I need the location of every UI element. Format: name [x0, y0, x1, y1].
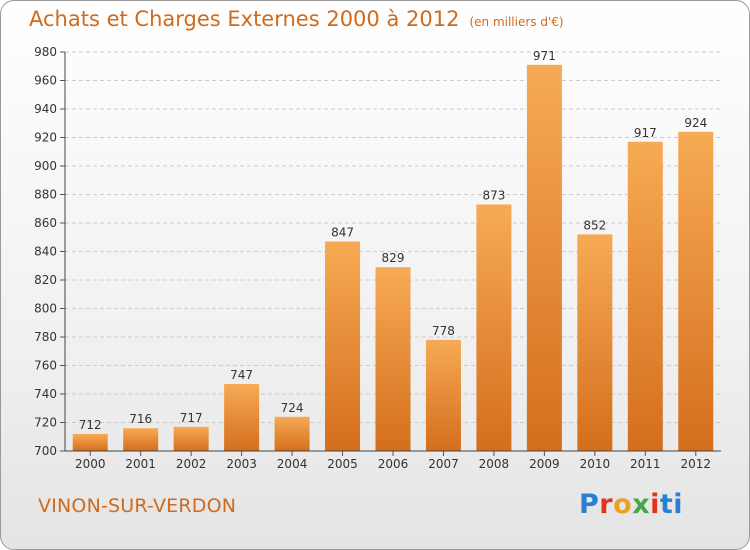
y-tick-label: 800	[34, 302, 57, 316]
value-label: 724	[281, 401, 304, 415]
x-axis-labels: 2000 2001 2002 2003 2004 2005 2006 2007 2008 2009…	[75, 451, 711, 471]
y-tick-label: 860	[34, 216, 57, 230]
logo-letter: i	[650, 489, 660, 520]
bar	[476, 204, 512, 451]
value-label: 747	[230, 368, 253, 382]
bar	[123, 428, 159, 451]
bars	[72, 64, 714, 452]
bar	[425, 339, 461, 451]
y-tick-label: 820	[34, 273, 57, 287]
bar	[526, 64, 562, 451]
x-tick-label: 2006	[378, 457, 409, 471]
x-tick-label: 2000	[75, 457, 106, 471]
y-tick-label: 920	[34, 131, 57, 145]
y-tick-label: 740	[34, 387, 57, 401]
x-tick-label: 2012	[680, 457, 711, 471]
logo-letter: P	[579, 489, 600, 520]
bar	[224, 384, 260, 451]
y-tick-label: 900	[34, 159, 57, 173]
bar	[577, 234, 613, 451]
y-tick-label: 780	[34, 330, 57, 344]
value-label: 829	[382, 251, 405, 265]
value-label: 716	[129, 412, 152, 426]
logo-letter: x	[632, 489, 651, 520]
value-label: 778	[432, 324, 455, 338]
y-tick-label: 760	[34, 359, 57, 373]
value-label: 717	[180, 411, 203, 425]
x-tick-label: 2004	[277, 457, 308, 471]
chart-title: Achats et Charges Externes 2000 à 2012 (e…	[29, 7, 564, 31]
bar	[375, 267, 411, 451]
x-tick-label: 2010	[580, 457, 611, 471]
x-tick-label: 2007	[428, 457, 459, 471]
y-tick-label: 720	[34, 416, 57, 430]
bar	[325, 241, 361, 451]
value-label: 924	[684, 116, 707, 130]
proxiti-logo: Proxiti	[579, 489, 683, 520]
x-tick-label: 2011	[630, 457, 661, 471]
bar	[72, 433, 108, 451]
x-tick-label: 2002	[176, 457, 207, 471]
value-label: 852	[583, 218, 606, 232]
chart-title-text: Achats et Charges Externes 2000 à 2012	[29, 7, 460, 31]
y-axis-labels: 700 720 740 760 780 800 820 840 860 880 900 920 940 9…	[34, 45, 57, 458]
bar	[678, 131, 714, 452]
city-name: VINON-SUR-VERDON	[38, 495, 237, 517]
value-label: 971	[533, 49, 556, 63]
value-label: 917	[634, 126, 657, 140]
value-label: 873	[482, 188, 505, 202]
bar	[274, 416, 310, 451]
y-tick-label: 840	[34, 245, 57, 259]
y-tick-label: 700	[34, 444, 57, 458]
x-tick-label: 2008	[479, 457, 510, 471]
x-tick-label: 2009	[529, 457, 560, 471]
bar	[627, 141, 663, 451]
y-tick-label: 960	[34, 74, 57, 88]
y-tick-label: 980	[34, 45, 57, 59]
value-label: 847	[331, 226, 354, 240]
x-tick-label: 2005	[327, 457, 358, 471]
logo-letter: o	[613, 489, 633, 520]
y-tick-label: 940	[34, 102, 57, 116]
value-label: 712	[79, 418, 102, 432]
chart-subtitle: (en milliers d'€)	[469, 15, 564, 29]
logo-letter: r	[599, 489, 614, 520]
bar	[173, 426, 209, 451]
x-tick-label: 2003	[226, 457, 257, 471]
value-labels: 712 716 717 747 724 847 829 778 873 971 852 917 924	[79, 49, 707, 432]
x-tick-label: 2001	[125, 457, 156, 471]
y-tick-label: 880	[34, 188, 57, 202]
logo-letter: ti	[659, 489, 684, 520]
